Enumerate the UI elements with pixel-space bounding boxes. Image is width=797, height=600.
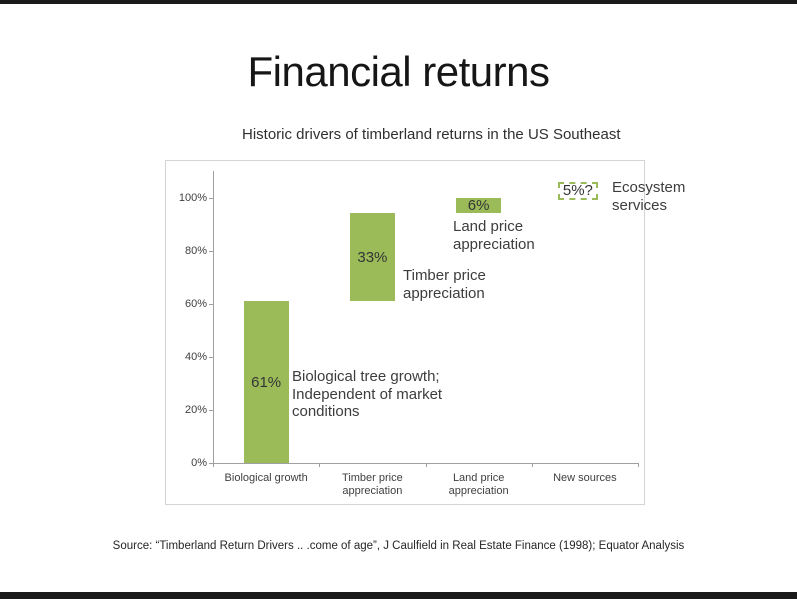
bar-land-price-appreciation: 6% [456,196,502,214]
bar-value-label: 33% [357,248,388,266]
bar-value-label: 6% [467,196,490,214]
category-label-land-price-appreciation: Land price appreciation [448,472,509,497]
chart-plot-area: 0% 20% 40% 60% 80% 100% 61% 33% 6% 5%? Biological … [165,160,645,505]
y-axis-tick-label: 60% [184,297,207,310]
x-tick-mark [213,463,214,467]
y-tick-mark [209,197,213,199]
category-label-biological-growth: Biological growth [224,472,308,484]
bar-value-label: 61% [251,373,282,391]
bar-new-sources: 5%? [557,181,598,201]
y-axis-line [213,171,214,463]
bottom-border-bar [0,592,797,599]
x-tick-mark [531,463,533,467]
chart-annotation: Biological tree growth; Independent of m… [292,368,443,420]
category-label-timber-price-appreciation: Timber price appreciation [342,472,403,497]
top-border-bar [0,0,797,4]
bar-biological-growth: 61% [243,301,289,463]
y-axis-tick-label: 80% [184,244,207,257]
y-tick-mark [209,409,213,411]
x-tick-mark [425,463,427,467]
y-axis-tick-label: 20% [184,403,207,416]
x-tick-mark [319,463,321,467]
y-tick-mark [209,250,213,252]
bar-timber-price-appreciation: 33% [349,213,395,302]
chart-annotation: Timber price appreciation [403,267,486,302]
chart-annotation: Ecosystem services [612,179,686,214]
y-axis-tick-label: 100% [178,191,207,204]
source-text: Source: “Timberland Return Drivers .. .c… [112,540,685,552]
slide-title: Financial returns [247,48,550,95]
bar-value-label: 5%? [562,182,593,200]
chart-annotation: Land price appreciation [453,218,535,253]
y-axis-tick-label: 0% [191,457,207,469]
y-tick-mark [209,463,213,464]
category-label-new-sources: New sources [553,472,617,484]
x-tick-mark [638,463,639,467]
chart-title: Historic drivers of timberland returns i… [242,126,621,143]
y-tick-mark [209,303,213,305]
y-axis-tick-label: 40% [184,350,207,363]
y-tick-mark [209,356,213,358]
